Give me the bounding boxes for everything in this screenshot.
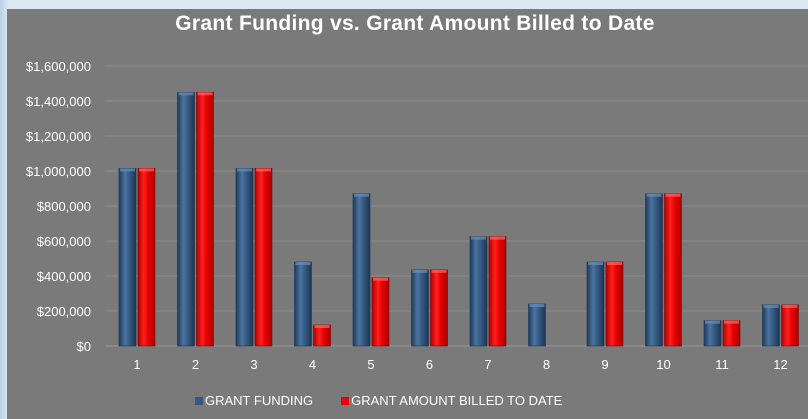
bar-top-highlight (295, 262, 311, 265)
legend-label-grant-funding: GRANT FUNDING (205, 393, 314, 408)
bar-billed-to-date (313, 324, 331, 347)
bar-grant-funding (352, 193, 371, 347)
x-tick-label: 6 (426, 357, 433, 372)
bar-top-highlight (607, 262, 622, 265)
bar-grant-funding (235, 168, 254, 347)
bar-top-highlight (197, 92, 213, 96)
bar-top-highlight (431, 269, 447, 273)
bar-billed-to-date (196, 91, 214, 347)
y-tick-label: $1,400,000 (26, 94, 91, 109)
bar-top-highlight (665, 193, 681, 197)
bar-billed-to-date (488, 236, 507, 347)
x-tick-label: 2 (192, 357, 199, 372)
y-tick-label: $200,000 (37, 304, 91, 319)
gridlines (105, 65, 808, 347)
bar-top-highlight (724, 320, 739, 324)
bar-top-highlight (256, 168, 271, 172)
bar-billed-to-date (371, 277, 390, 347)
bars (118, 91, 799, 347)
bar-top-highlight (354, 193, 369, 197)
bar-top-highlight (178, 92, 194, 96)
bar-top-highlight (373, 277, 388, 281)
bar-billed-to-date (254, 168, 273, 347)
x-tick-label: 4 (309, 357, 316, 372)
bar-top-highlight (237, 168, 252, 172)
x-tick-label: 9 (601, 357, 608, 372)
bar-grant-funding (528, 303, 546, 347)
y-tick-label: $400,000 (37, 269, 91, 284)
x-axis-ticks: 1 2 3 4 5 6 7 8 9 10 11 12 (133, 357, 787, 372)
bar-top-highlight (763, 304, 779, 308)
legend-item-billed-to-date: GRANT AMOUNT BILLED TO DATE (341, 393, 562, 408)
bar-top-highlight (705, 320, 720, 324)
y-tick-label: $0 (77, 339, 91, 354)
x-tick-label: 1 (133, 357, 140, 372)
x-tick-label: 12 (773, 357, 787, 372)
y-tick-label: $1,600,000 (26, 59, 91, 74)
bar-top-highlight (490, 236, 505, 240)
bar-top-highlight (314, 325, 330, 328)
x-tick-label: 8 (543, 357, 550, 372)
bar-billed-to-date (430, 269, 448, 347)
bar-grant-funding (294, 261, 312, 347)
bar-top-highlight (471, 236, 486, 240)
bar-billed-to-date (722, 320, 741, 347)
bar-top-highlight (646, 193, 662, 197)
x-tick-label: 11 (715, 357, 729, 372)
bar-top-highlight (120, 168, 135, 172)
bar-grant-funding (703, 320, 722, 347)
y-tick-label: $600,000 (37, 234, 91, 249)
x-tick-label: 5 (367, 357, 374, 372)
legend-label-billed-to-date: GRANT AMOUNT BILLED TO DATE (351, 393, 563, 408)
bar-grant-funding (177, 91, 195, 347)
x-tick-label: 3 (250, 357, 257, 372)
legend-item-grant-funding: GRANT FUNDING (195, 393, 313, 408)
bar-grant-funding (586, 261, 605, 347)
bar-billed-to-date (605, 261, 624, 347)
legend: GRANT FUNDING GRANT AMOUNT BILLED TO DAT… (195, 393, 562, 408)
bar-top-highlight (412, 269, 428, 273)
bar-top-highlight (588, 262, 603, 265)
y-axis-ticks: $0 $200,000 $400,000 $600,000 $800,000 $1,000… (26, 59, 91, 354)
bar-grant-funding (762, 304, 780, 347)
legend-swatch-billed-to-date (341, 396, 350, 405)
x-tick-label: 7 (484, 357, 491, 372)
bar-grant-funding (469, 236, 488, 347)
chart-title: Grant Funding vs. Grant Amount Billed to… (175, 12, 655, 35)
bar-top-highlight (529, 304, 545, 307)
bar-grant-funding (118, 168, 137, 347)
bar-billed-to-date (664, 193, 682, 347)
bar-billed-to-date (781, 304, 799, 347)
x-tick-label: 10 (656, 357, 670, 372)
bar-top-highlight (782, 304, 798, 308)
y-tick-label: $800,000 (37, 199, 91, 214)
bar-billed-to-date (137, 168, 156, 347)
bar-grant-funding (645, 193, 663, 347)
bar-top-highlight (139, 168, 154, 172)
y-tick-label: $1,200,000 (26, 129, 91, 144)
y-tick-label: $1,000,000 (26, 164, 91, 179)
bar-grant-funding (411, 269, 429, 347)
legend-swatch-grant-funding (195, 396, 203, 405)
